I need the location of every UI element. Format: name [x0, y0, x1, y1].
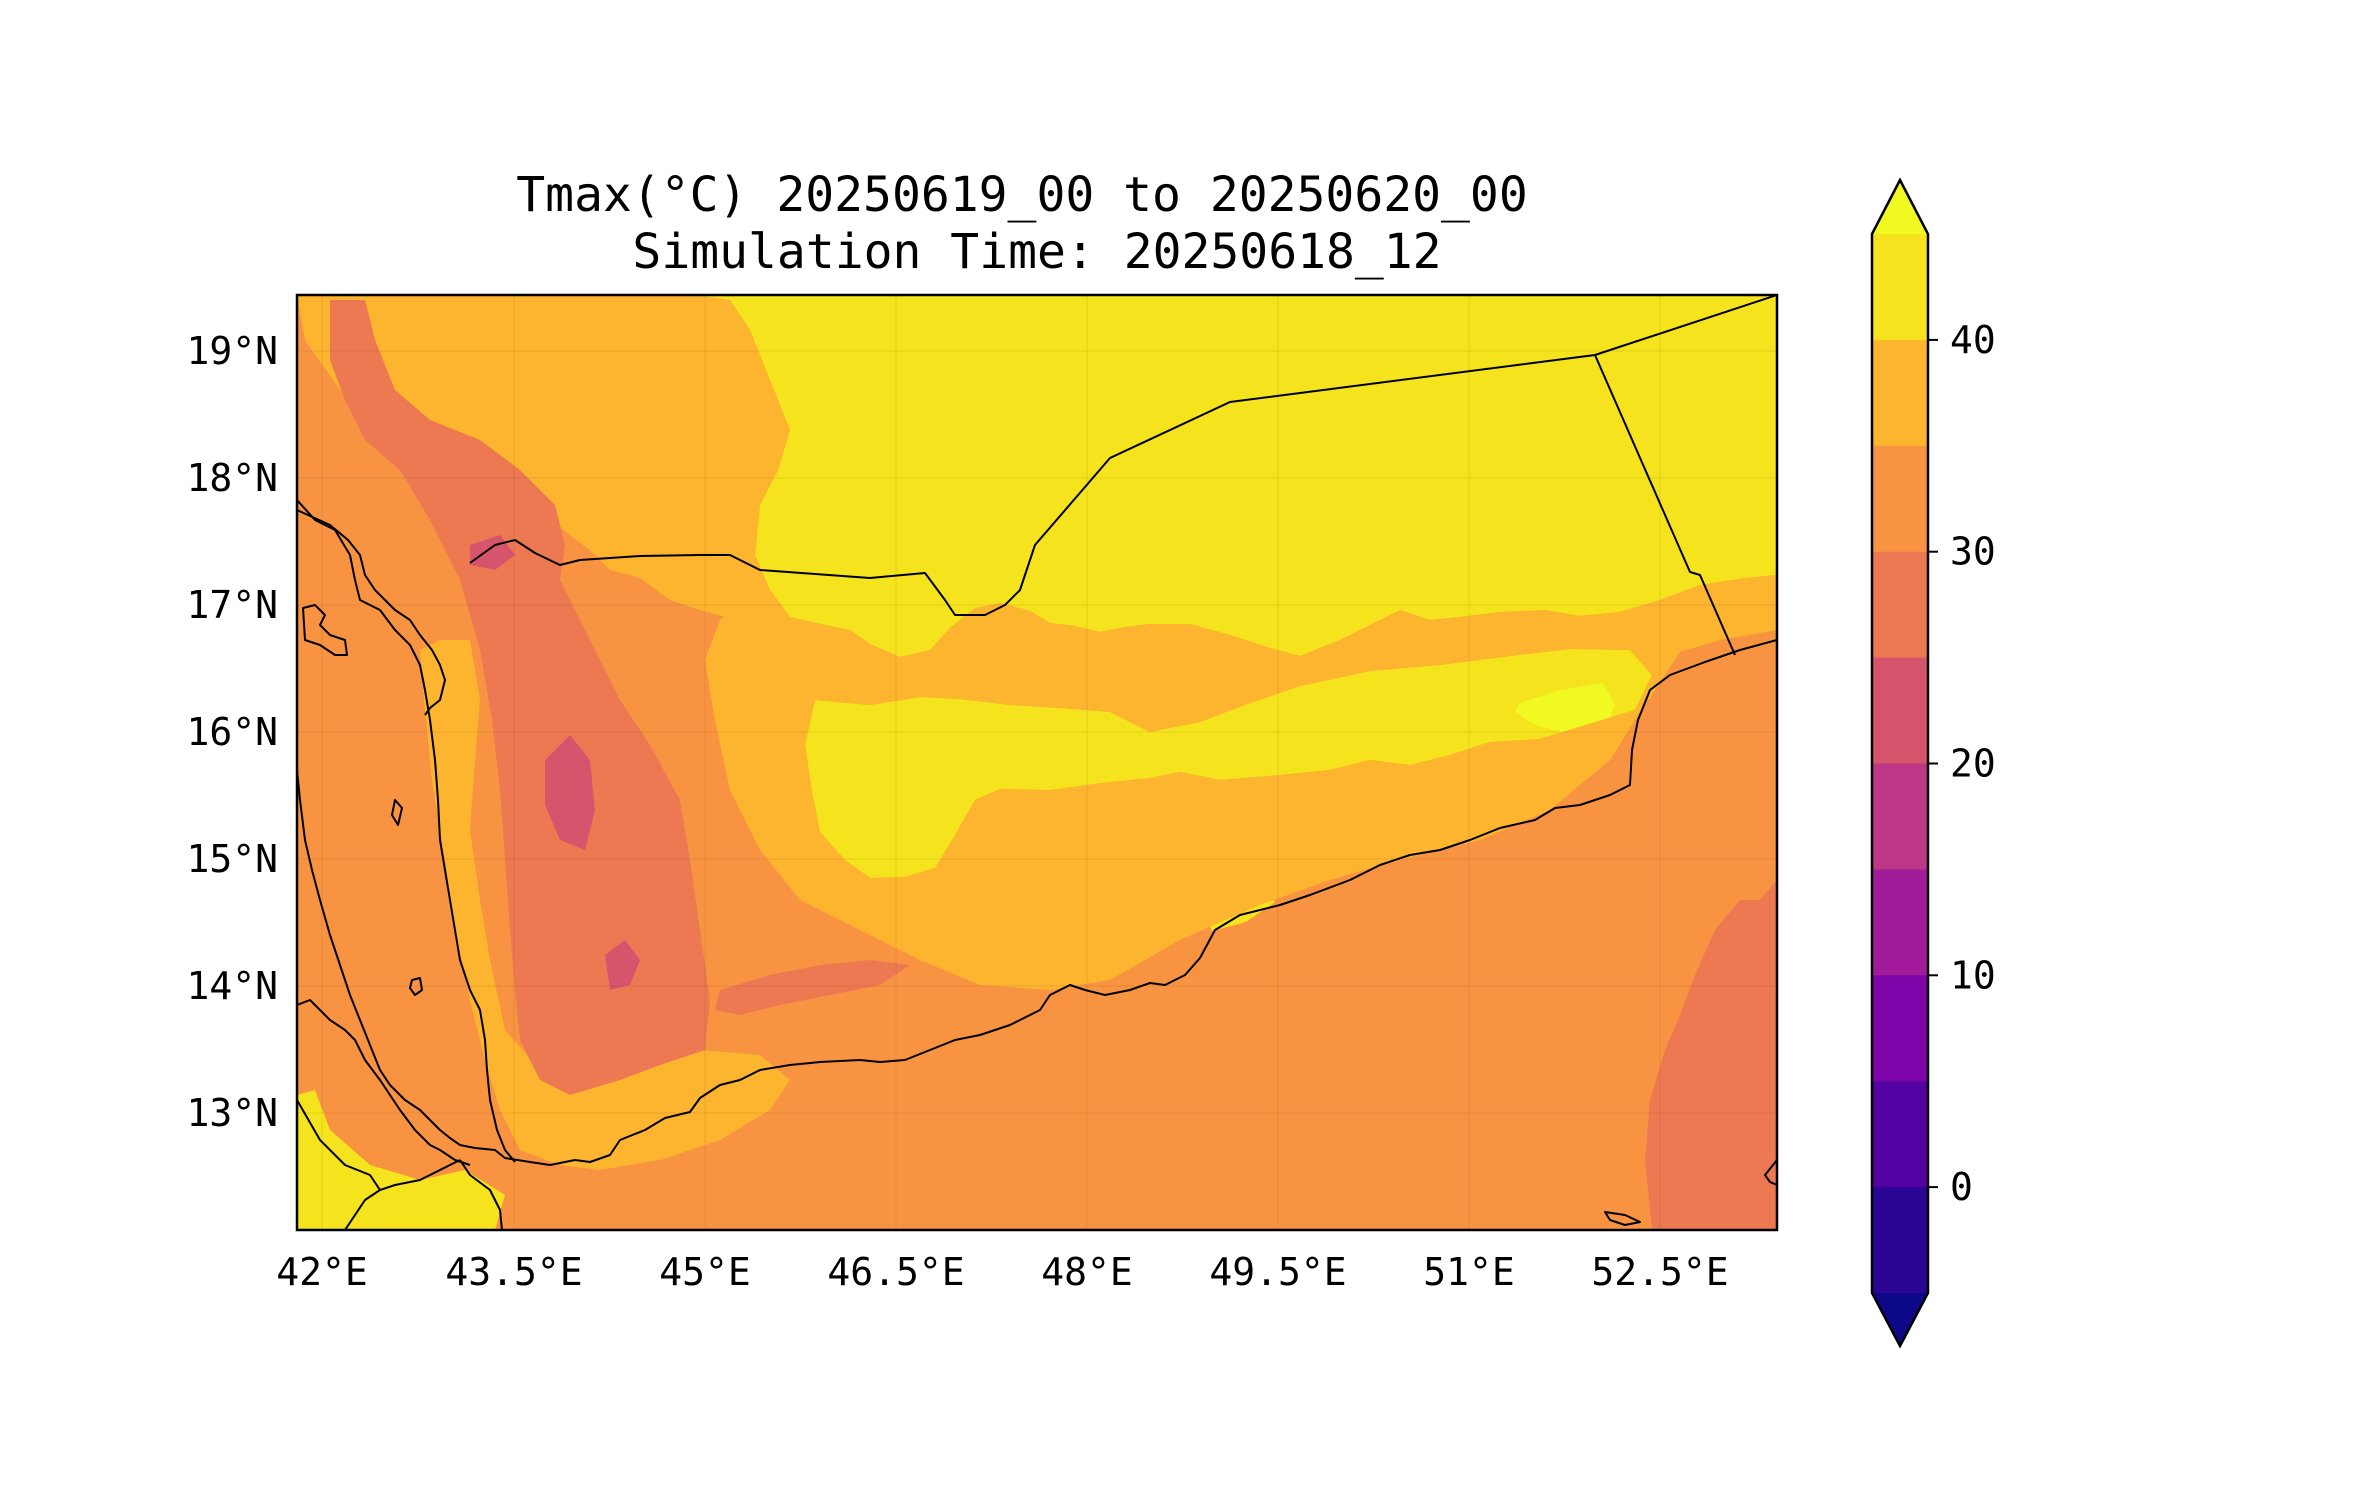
map-boundaries [297, 295, 1777, 1230]
colorbar-segment [1872, 445, 1928, 553]
colorbar-tick-label: 0 [1950, 1165, 1973, 1209]
field-band-25-30-arabian-sea [1645, 880, 1777, 1230]
field-band-45plus-hotspot [1515, 683, 1615, 735]
lon-tick-label: 49.5°E [1209, 1250, 1346, 1294]
african-coast [297, 999, 471, 1166]
map-panel [297, 295, 1777, 1230]
field-band-25-30-highlands [330, 300, 710, 1095]
lon-tick-label: 43.5°E [445, 1250, 582, 1294]
lat-tick-label: 14°N [186, 964, 278, 1008]
red-sea-west-coast [297, 499, 516, 1163]
colorbar-segment [1872, 339, 1928, 447]
colorbar-outline [1870, 177, 1930, 1349]
lon-tick-label: 45°E [659, 1250, 751, 1294]
map-title-line2: Simulation Time: 20250618_12 [632, 224, 1441, 280]
colorbar-segment [1872, 1081, 1928, 1188]
field-band-40-45-north [695, 295, 1777, 657]
colorbar-tick-label: 20 [1950, 742, 1996, 786]
field-band-25-30-ridge [715, 960, 910, 1015]
field-band-35-40-central-ring [705, 590, 1680, 990]
yemen-saudi-border [469, 295, 1777, 616]
socotra-island [1604, 1211, 1641, 1226]
lat-tick-label: 16°N [186, 710, 278, 754]
yemen-south-coastline [297, 639, 1777, 1166]
map-title-line1: Tmax(°C) 20250619_00 to 20250620_00 [516, 167, 1527, 223]
colorbar-extend-min [1872, 1293, 1928, 1346]
colorbar-segment [1872, 869, 1928, 976]
colorbar-extend-max [1872, 180, 1928, 234]
map-gridlines [297, 295, 1777, 1230]
colorbar: 40 30 20 10 0 [1870, 177, 1996, 1349]
hanish-island [409, 977, 423, 996]
map-frame [295, 293, 1779, 1232]
lat-tick-label: 17°N [186, 583, 278, 627]
lon-tick-label: 42°E [276, 1250, 368, 1294]
lon-axis: 42°E 43.5°E 45°E 46.5°E 48°E 49.5°E 51°E… [276, 1250, 1728, 1294]
lon-tick-label: 48°E [1041, 1250, 1133, 1294]
colorbar-tick-label: 30 [1950, 530, 1996, 574]
colorbar-segment [1872, 763, 1928, 870]
colorbar-segment [1872, 1187, 1928, 1294]
farasan-island [302, 604, 348, 656]
djibouti-somalia-border [344, 1189, 381, 1230]
field-band-35-40-north [297, 295, 790, 620]
colorbar-segment [1872, 975, 1928, 1082]
field-band-35-40-east [1300, 575, 1777, 686]
field-band-20-25-core-south [605, 940, 640, 990]
lon-tick-label: 46.5°E [827, 1250, 964, 1294]
lat-axis: 19°N 18°N 17°N 16°N 15°N 14°N 13°N [186, 329, 278, 1135]
lat-tick-label: 13°N [186, 1091, 278, 1135]
lon-tick-label: 52.5°E [1591, 1250, 1728, 1294]
colorbar-segment [1872, 551, 1928, 659]
abd-al-kuri-island [1764, 1159, 1777, 1186]
djibouti-ethiopia-border [459, 1159, 503, 1230]
kamaran-island [391, 799, 403, 826]
lat-tick-label: 15°N [186, 837, 278, 881]
lon-tick-label: 51°E [1423, 1250, 1515, 1294]
field-band-35-40-west-coast [420, 640, 790, 1170]
field-band-20-25-core [545, 735, 595, 850]
colorbar-tick-label: 10 [1950, 953, 1996, 997]
colorbar-segment [1872, 657, 1928, 764]
field-band-40-45-sw [297, 1090, 505, 1230]
lat-tick-label: 19°N [186, 329, 278, 373]
colorbar-tick-label: 40 [1950, 318, 1996, 362]
lat-tick-label: 18°N [186, 456, 278, 500]
saudi-coast [297, 509, 446, 716]
field-band-40-45-central [805, 649, 1652, 878]
colorbar-segment [1872, 234, 1928, 341]
oman-border [1594, 354, 1736, 656]
